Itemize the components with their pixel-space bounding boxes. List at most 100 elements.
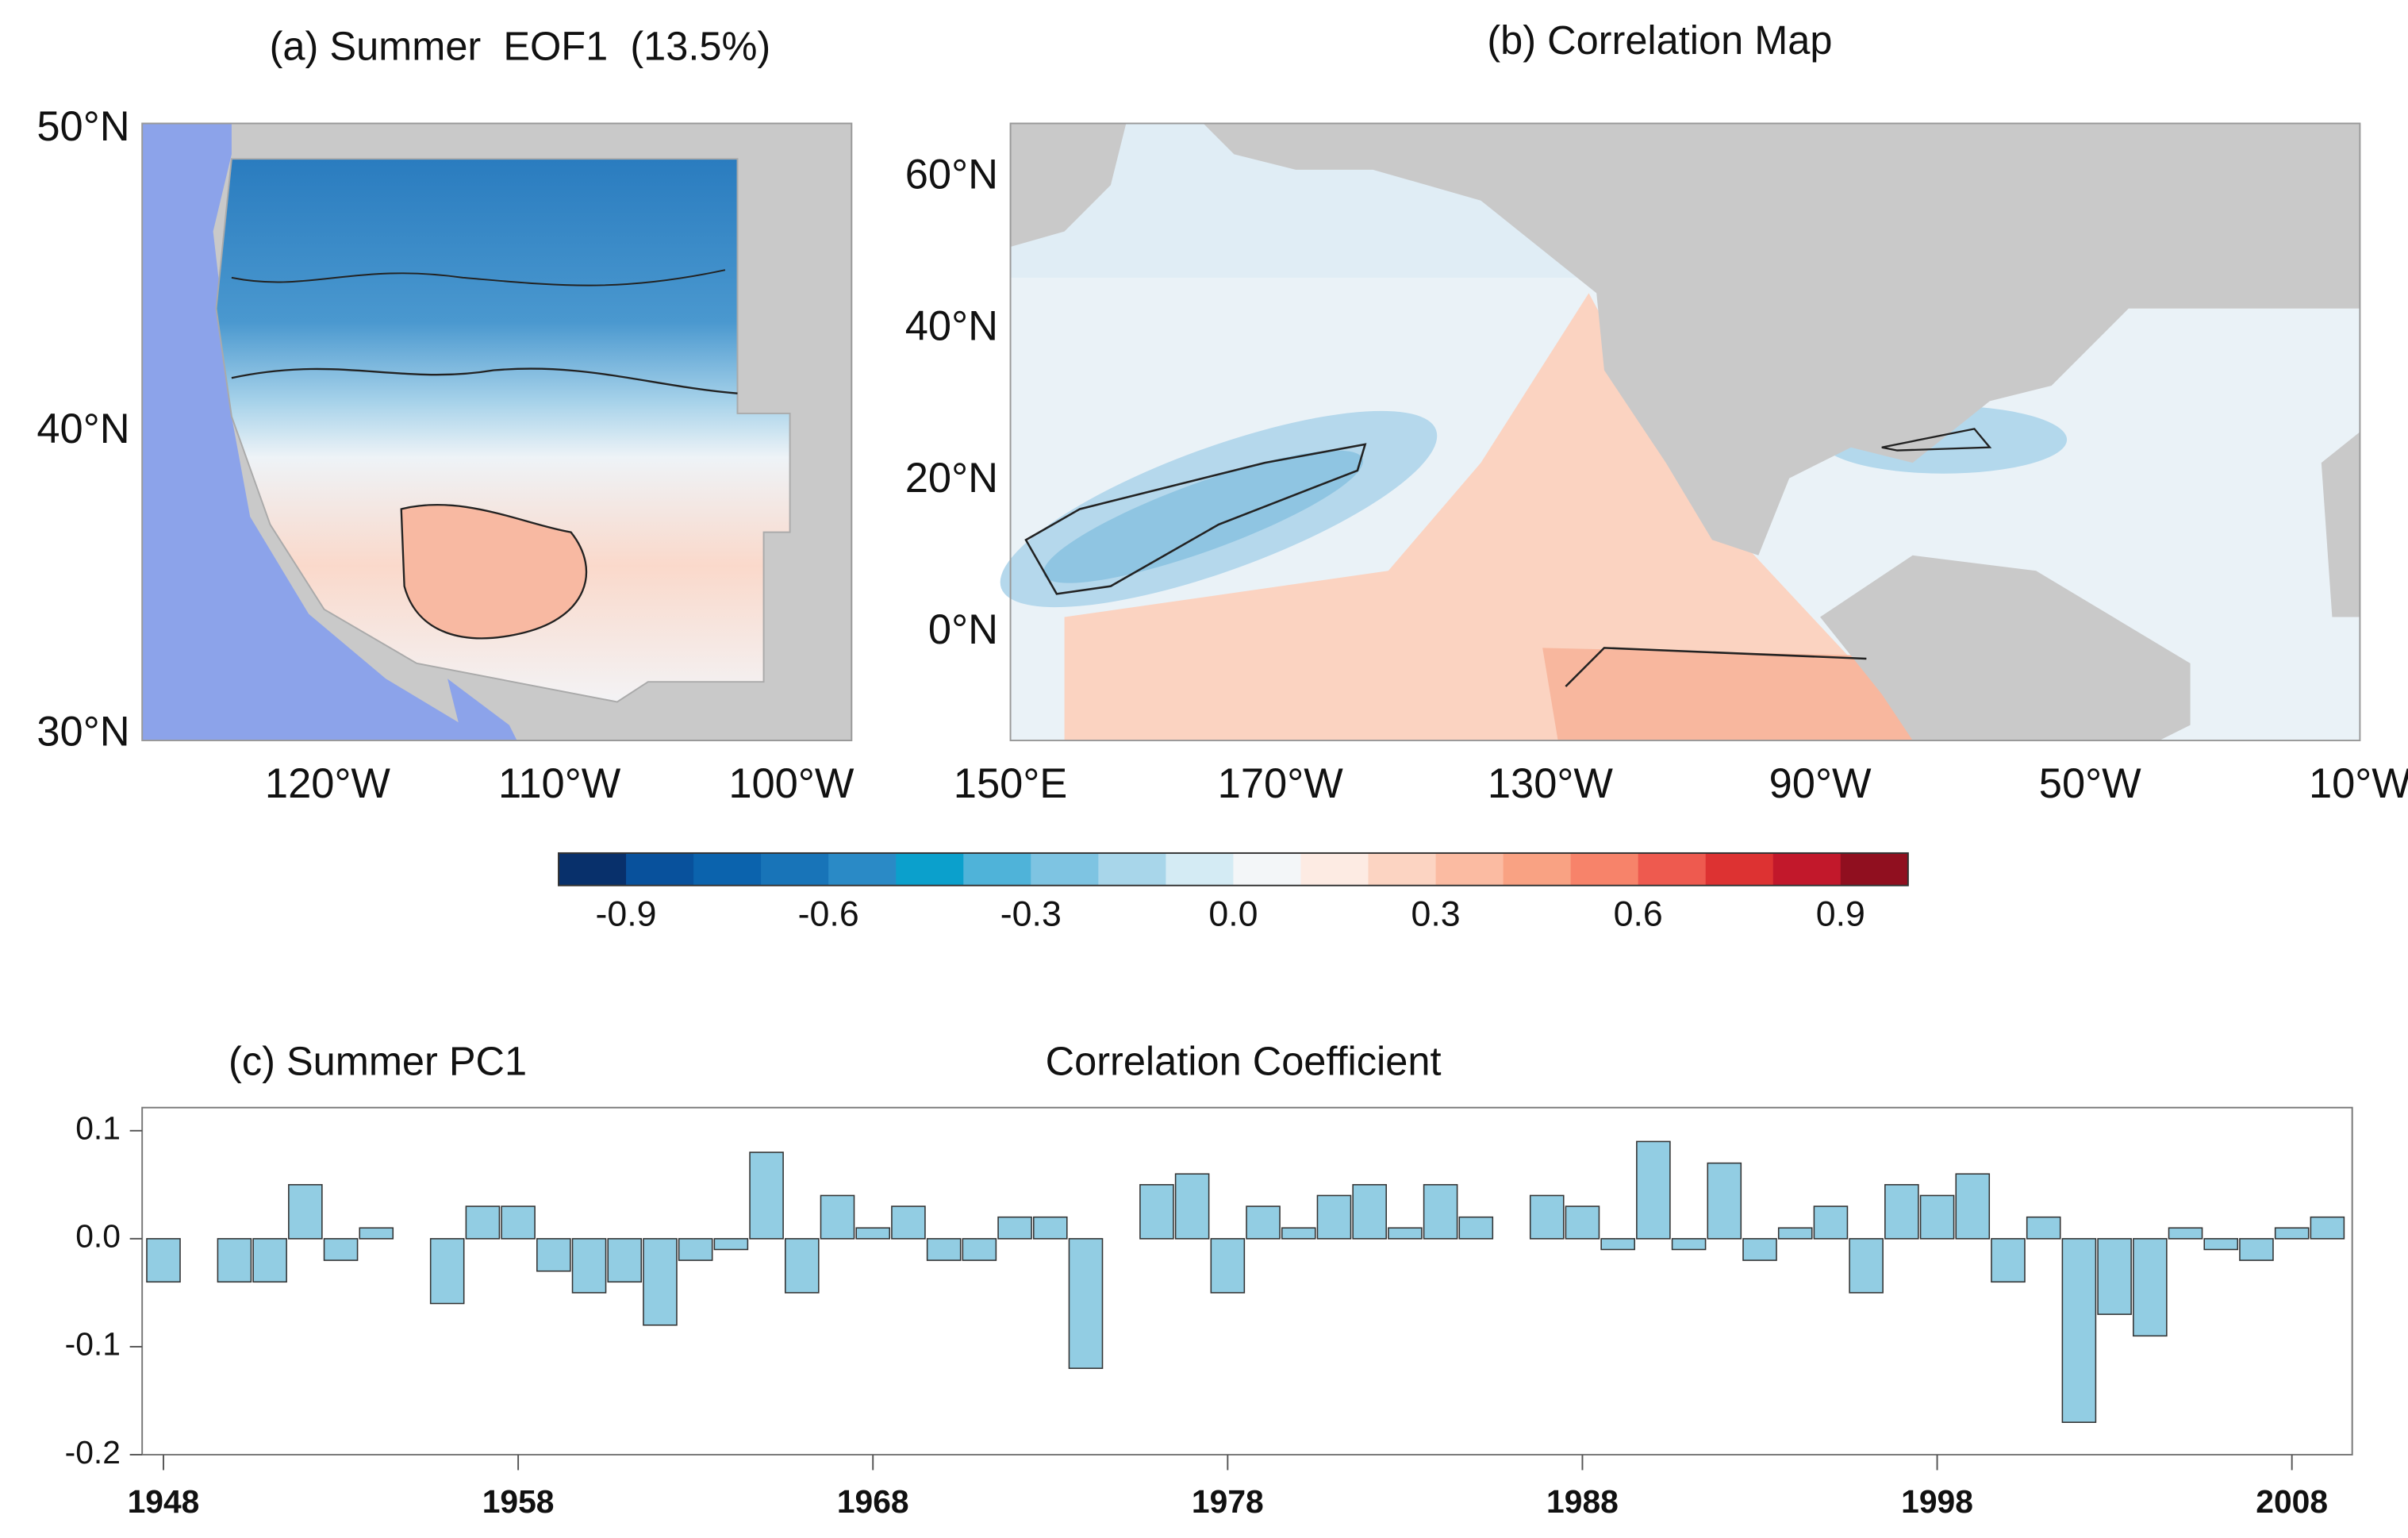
colorbar-swatch: [1368, 852, 1437, 886]
x-tick-label: 130°W: [1488, 760, 1614, 807]
bar: [252, 1238, 287, 1283]
x-tick-label: 1958: [482, 1483, 555, 1520]
x-tick-label: 120°W: [265, 760, 391, 807]
bar: [1636, 1140, 1671, 1240]
y-tick-label: -0.1: [65, 1326, 121, 1363]
bar: [1991, 1238, 2026, 1283]
bar: [1423, 1184, 1458, 1240]
bar: [1281, 1227, 1316, 1240]
bar: [997, 1216, 1032, 1240]
bar: [785, 1238, 820, 1294]
bar: [2097, 1238, 2132, 1315]
colorbar-swatch: [1031, 852, 1100, 886]
bar: [1174, 1173, 1210, 1240]
colorbar-swatch: [896, 852, 965, 886]
bar: [2026, 1216, 2061, 1240]
bar: [323, 1238, 359, 1261]
bar: [2061, 1238, 2097, 1423]
bar: [962, 1238, 997, 1261]
y-tick-label: 40°N: [905, 303, 998, 350]
y-tick-label: 50°N: [36, 103, 129, 150]
bar: [1352, 1184, 1387, 1240]
bar: [288, 1184, 323, 1240]
colorbar-tick-label: 0.9: [1816, 894, 1865, 933]
y-tick-label: -0.2: [65, 1434, 121, 1471]
colorbar-swatch: [1300, 852, 1369, 886]
bar: [1671, 1238, 1707, 1251]
colorbar-swatch: [1705, 852, 1774, 886]
bar: [1316, 1194, 1352, 1240]
x-tick-label: 100°W: [728, 760, 855, 807]
bar: [571, 1238, 607, 1294]
map-b-frame: [1009, 122, 2361, 742]
x-tick-label: 150°E: [954, 760, 1068, 807]
colorbar-swatch: [1772, 852, 1842, 886]
bar: [1388, 1227, 1423, 1240]
panel-a-title: (a) Summer EOF1 (13.5%): [270, 24, 771, 69]
bar: [2310, 1216, 2345, 1240]
bar: [643, 1238, 678, 1326]
bar: [501, 1205, 536, 1240]
bar: [1458, 1216, 1494, 1240]
colorbar-tick-label: -0.3: [1000, 894, 1062, 933]
colorbar-swatch: [828, 852, 897, 886]
bar: [1777, 1227, 1813, 1240]
bar: [749, 1152, 784, 1240]
bar: [855, 1227, 891, 1240]
plot-frame: [141, 1106, 2353, 1456]
colorbar-swatch: [1166, 852, 1235, 886]
chart-subtitle: Correlation Coefficient: [1046, 1039, 1442, 1084]
bar: [1813, 1205, 1849, 1240]
colorbar-tick-label: 0.6: [1614, 894, 1663, 933]
y-tick-label: 0.0: [75, 1218, 121, 1255]
colorbar-tick-label: -0.9: [596, 894, 657, 933]
bar: [2168, 1227, 2203, 1240]
bar: [536, 1238, 571, 1272]
bar: [2239, 1238, 2274, 1261]
bar: [1707, 1162, 1742, 1240]
y-tick-label: 40°N: [36, 406, 129, 452]
bar: [1600, 1238, 1635, 1251]
bar: [2133, 1238, 2168, 1337]
bar: [1139, 1184, 1174, 1240]
y-tick-label: 30°N: [36, 708, 129, 755]
bar: [1210, 1238, 1246, 1294]
x-tick-label: 1988: [1546, 1483, 1619, 1520]
colorbar-tick-label: 0.0: [1208, 894, 1258, 933]
y-tick-label: 60°N: [905, 151, 998, 198]
x-tick-label: 1998: [1901, 1483, 1973, 1520]
y-tick-label: 0.1: [75, 1110, 121, 1147]
bar: [678, 1238, 713, 1261]
x-tick-label: 2008: [2256, 1483, 2328, 1520]
x-tick-label: 110°W: [498, 760, 621, 807]
y-tick-label: 0°N: [928, 606, 998, 653]
colorbar-tick-label: -0.6: [798, 894, 859, 933]
x-tick-label: 90°W: [1769, 760, 1872, 807]
colorbar-swatch: [1840, 852, 1909, 886]
colorbar-swatch: [761, 852, 829, 886]
bar: [429, 1238, 465, 1305]
colorbar-swatch: [693, 852, 762, 886]
bar: [1565, 1205, 1600, 1240]
map-a: [142, 123, 852, 741]
bar: [926, 1238, 962, 1261]
bar: [1919, 1194, 1955, 1240]
colorbar-swatch: [1435, 852, 1504, 886]
bar: [713, 1238, 749, 1251]
bar: [1068, 1238, 1104, 1369]
x-tick-label: 1968: [837, 1483, 909, 1520]
x-tick-label: 10°W: [2309, 760, 2408, 807]
colorbar-swatch: [1503, 852, 1572, 886]
bar: [146, 1238, 181, 1283]
y-tick-label: 20°N: [905, 455, 998, 502]
colorbar-swatch: [626, 852, 694, 886]
bar: [1884, 1184, 1919, 1240]
colorbar-swatch: [559, 852, 627, 886]
bar: [465, 1205, 501, 1240]
x-tick-label: 50°W: [2039, 760, 2141, 807]
map-a-frame: [141, 122, 853, 742]
bar: [1742, 1238, 1777, 1261]
panel-b-title: (b) Correlation Map: [1487, 17, 1832, 63]
colorbar-swatch: [1570, 852, 1639, 886]
